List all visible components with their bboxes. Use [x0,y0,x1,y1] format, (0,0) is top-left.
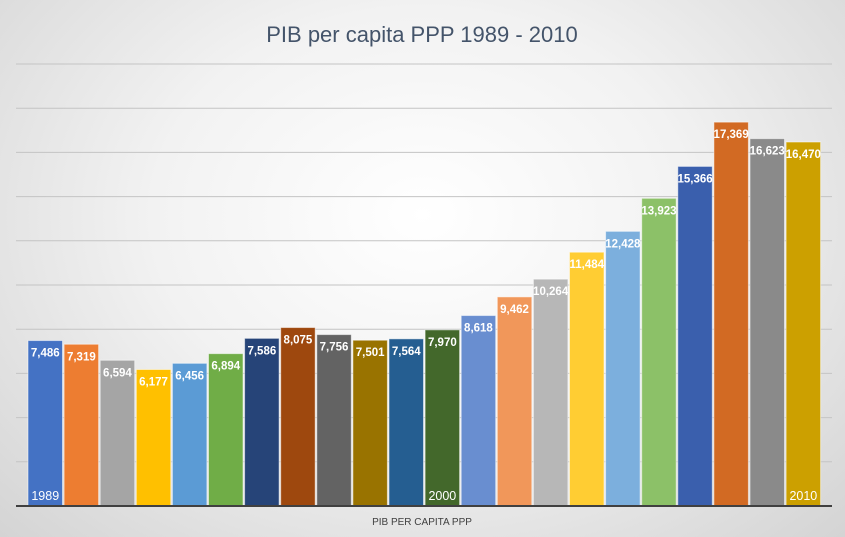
data-label: 13,923 [641,205,676,217]
bar-2009 [749,138,785,507]
data-label: 6,594 [103,367,132,379]
bar-1999 [388,338,424,507]
bar-1990 [63,343,100,507]
x-axis-label: PIB PER CAPITA PPP [372,517,472,528]
data-label: 6,894 [211,361,240,373]
data-label: 11,484 [569,259,604,271]
bar-2004 [569,251,605,507]
bar-2005 [605,230,641,507]
data-label: 9,462 [500,304,529,316]
bar-year-label: 2000 [428,489,456,503]
data-label: 6,456 [175,370,204,382]
data-label: 8,618 [464,323,493,335]
data-label: 8,075 [284,335,313,347]
bar-2006 [641,197,677,507]
data-label: 7,586 [247,345,276,357]
bar-year-label: 2010 [789,489,817,503]
data-label: 7,970 [428,337,457,349]
data-label: 7,756 [320,342,349,354]
bar-2008 [713,121,749,507]
bar-1998 [352,339,388,507]
data-label: 15,366 [677,173,712,185]
bar-1993 [171,362,208,507]
bar-1989 [27,340,63,507]
data-label: 17,369 [714,129,749,141]
data-label: 10,264 [533,286,569,298]
data-label: 7,319 [67,351,96,363]
bar-1994 [208,353,244,507]
data-label: 7,486 [31,348,60,360]
data-label: 7,564 [392,346,421,358]
bar-2010 [785,141,822,507]
bar-1997 [316,334,352,507]
bar-1995 [244,337,280,507]
data-label: 12,428 [605,238,641,250]
bar-2001 [460,315,497,507]
chart-title: PIB per capita PPP 1989 - 2010 [266,22,577,47]
bar-year-label: 1989 [31,489,59,503]
data-label: 7,501 [356,347,385,359]
bar-2007 [677,165,713,507]
bar-1992 [135,368,172,507]
bar-1996 [280,327,316,507]
data-label: 6,177 [139,376,168,388]
bar-2003 [532,278,569,507]
bar-2000 [424,329,461,507]
bar-1991 [99,359,136,507]
data-label: 16,470 [786,149,821,161]
data-label: 16,623 [750,146,785,158]
bar-2002 [496,296,533,507]
